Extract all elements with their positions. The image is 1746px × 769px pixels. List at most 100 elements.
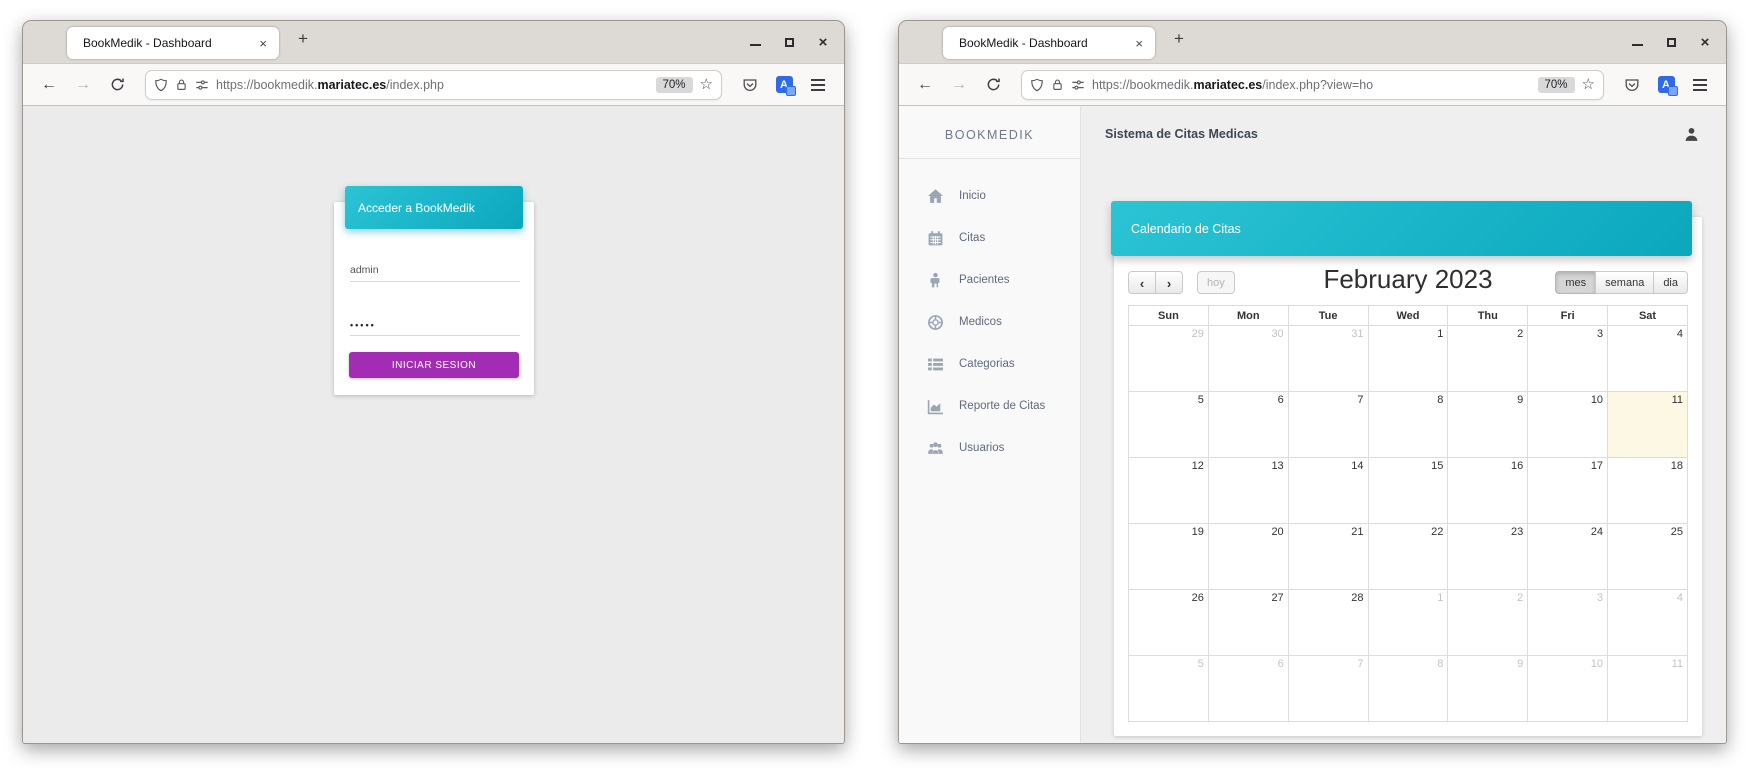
calendar-day-cell[interactable]: 14 [1287,457,1369,524]
tracking-shield-icon[interactable] [154,78,168,92]
view-button-mes[interactable]: mes [1555,271,1597,294]
sidebar-item-inicio[interactable]: Inicio [899,175,1080,217]
calendar-today-button[interactable]: hoy [1197,271,1235,294]
calendar-day-cell[interactable]: 3 [1527,325,1609,392]
sidebar-item-reporte-de-citas[interactable]: Reporte de Citas [899,385,1080,427]
login-submit-button[interactable]: INICIAR SESION [349,352,519,378]
bookmark-star-icon[interactable]: ☆ [699,76,713,93]
calendar-day-cell[interactable]: 5 [1128,655,1209,722]
calendar-day-cell[interactable]: 7 [1287,391,1369,458]
back-button[interactable]: ← [917,75,933,93]
calendar-day-cell[interactable]: 30 [1207,325,1289,392]
calendar-day-cell[interactable]: 10 [1527,655,1609,722]
calendar-day-header: Sun [1128,305,1209,326]
calendar-day-cell[interactable]: 25 [1607,523,1688,590]
tab-close-icon[interactable]: × [1135,35,1143,51]
view-button-semana[interactable]: semana [1595,271,1655,294]
permissions-icon[interactable] [1071,78,1085,92]
calendar-day-cell[interactable]: 21 [1287,523,1369,590]
bookmark-star-icon[interactable]: ☆ [1581,76,1595,93]
calendar-day-cell[interactable]: 20 [1207,523,1289,590]
calendar-day-cell[interactable]: 2 [1447,325,1529,392]
pocket-icon[interactable] [736,71,764,99]
pocket-icon[interactable] [1618,71,1646,99]
menu-hamburger-icon[interactable] [804,71,832,99]
calendar-next-button[interactable]: › [1155,271,1183,294]
calendar-day-cell[interactable]: 16 [1447,457,1529,524]
calendar-day-cell[interactable]: 19 [1128,523,1209,590]
reload-button[interactable] [103,71,131,99]
calendar-day-cell[interactable]: 1 [1367,325,1449,392]
calendar-day-cell-today[interactable]: 11 [1607,391,1688,458]
sidebar-item-citas[interactable]: Citas [899,217,1080,259]
calendar-day-cell[interactable]: 4 [1607,325,1688,392]
calendar-day-cell[interactable]: 8 [1367,655,1449,722]
password-field[interactable]: ••••• [350,308,520,336]
calendar-day-cell[interactable]: 28 [1287,589,1369,656]
zoom-level-badge[interactable]: 70% [1537,76,1575,93]
calendar-day-cell[interactable]: 22 [1367,523,1449,590]
calendar-day-cell[interactable]: 23 [1447,523,1529,590]
new-tab-button[interactable]: + [298,29,308,48]
calendar-day-cell[interactable]: 15 [1367,457,1449,524]
calendar-day-cell[interactable]: 9 [1447,391,1529,458]
calendar-day-cell[interactable]: 5 [1128,391,1209,458]
calendar-day-cell[interactable]: 7 [1287,655,1369,722]
minimize-button[interactable] [748,35,762,49]
view-button-dia[interactable]: dia [1653,271,1688,294]
tracking-shield-icon[interactable] [1030,78,1044,92]
calendar-day-cell[interactable]: 17 [1527,457,1609,524]
tab-close-icon[interactable]: × [259,35,267,51]
url-bar[interactable]: https://bookmedik.mariatec.es/index.php?… [1021,69,1604,100]
user-account-icon[interactable] [1683,126,1700,143]
calendar-day-cell[interactable]: 1 [1367,589,1449,656]
calendar-day-cell[interactable]: 27 [1207,589,1289,656]
calendar-prev-button[interactable]: ‹ [1128,271,1156,294]
lock-icon[interactable] [1051,78,1064,91]
day-number: 11 [1671,394,1683,406]
zoom-level-badge[interactable]: 70% [655,76,693,93]
calendar-day-cell[interactable]: 29 [1128,325,1209,392]
calendar-day-cell[interactable]: 3 [1527,589,1609,656]
close-button[interactable]: × [1700,33,1710,51]
calendar-day-cell[interactable]: 11 [1607,655,1688,722]
sidebar-item-usuarios[interactable]: Usuarios [899,427,1080,469]
calendar-day-cell[interactable]: 12 [1128,457,1209,524]
browser-tab[interactable]: BookMedik - Dashboard × [943,27,1155,59]
permissions-icon[interactable] [195,78,209,92]
sidebar-item-pacientes[interactable]: Pacientes [899,259,1080,301]
url-bar[interactable]: https://bookmedik.mariatec.es/index.php … [145,69,722,100]
sidebar-item-label: Inicio [959,190,986,202]
calendar-day-cell[interactable]: 18 [1607,457,1688,524]
maximize-button[interactable] [782,35,796,49]
username-field[interactable]: admin [350,254,520,282]
new-tab-button[interactable]: + [1174,29,1184,48]
calendar-day-cell[interactable]: 6 [1207,391,1289,458]
reload-button[interactable] [979,71,1007,99]
sidebar-item-medicos[interactable]: Medicos [899,301,1080,343]
url-text[interactable]: https://bookmedik.mariatec.es/index.php?… [1092,77,1374,92]
translate-icon[interactable] [1652,71,1680,99]
minimize-button[interactable] [1630,35,1644,49]
calendar-day-cell[interactable]: 13 [1207,457,1289,524]
calendar-day-cell[interactable]: 8 [1367,391,1449,458]
back-button[interactable]: ← [41,75,57,93]
tab-title: BookMedik - Dashboard [959,36,1088,50]
calendar-day-cell[interactable]: 26 [1128,589,1209,656]
browser-tab[interactable]: BookMedik - Dashboard × [67,27,279,59]
day-number: 6 [1277,658,1284,670]
sidebar-item-categorias[interactable]: Categorias [899,343,1080,385]
calendar-day-cell[interactable]: 31 [1287,325,1369,392]
calendar-day-cell[interactable]: 24 [1527,523,1609,590]
calendar-day-cell[interactable]: 4 [1607,589,1688,656]
url-text[interactable]: https://bookmedik.mariatec.es/index.php [216,77,444,92]
maximize-button[interactable] [1664,35,1678,49]
calendar-day-cell[interactable]: 2 [1447,589,1529,656]
calendar-day-cell[interactable]: 10 [1527,391,1609,458]
menu-hamburger-icon[interactable] [1686,71,1714,99]
translate-icon[interactable] [770,71,798,99]
calendar-day-cell[interactable]: 6 [1207,655,1289,722]
close-button[interactable]: × [818,33,828,51]
calendar-day-cell[interactable]: 9 [1447,655,1529,722]
lock-icon[interactable] [175,78,188,91]
